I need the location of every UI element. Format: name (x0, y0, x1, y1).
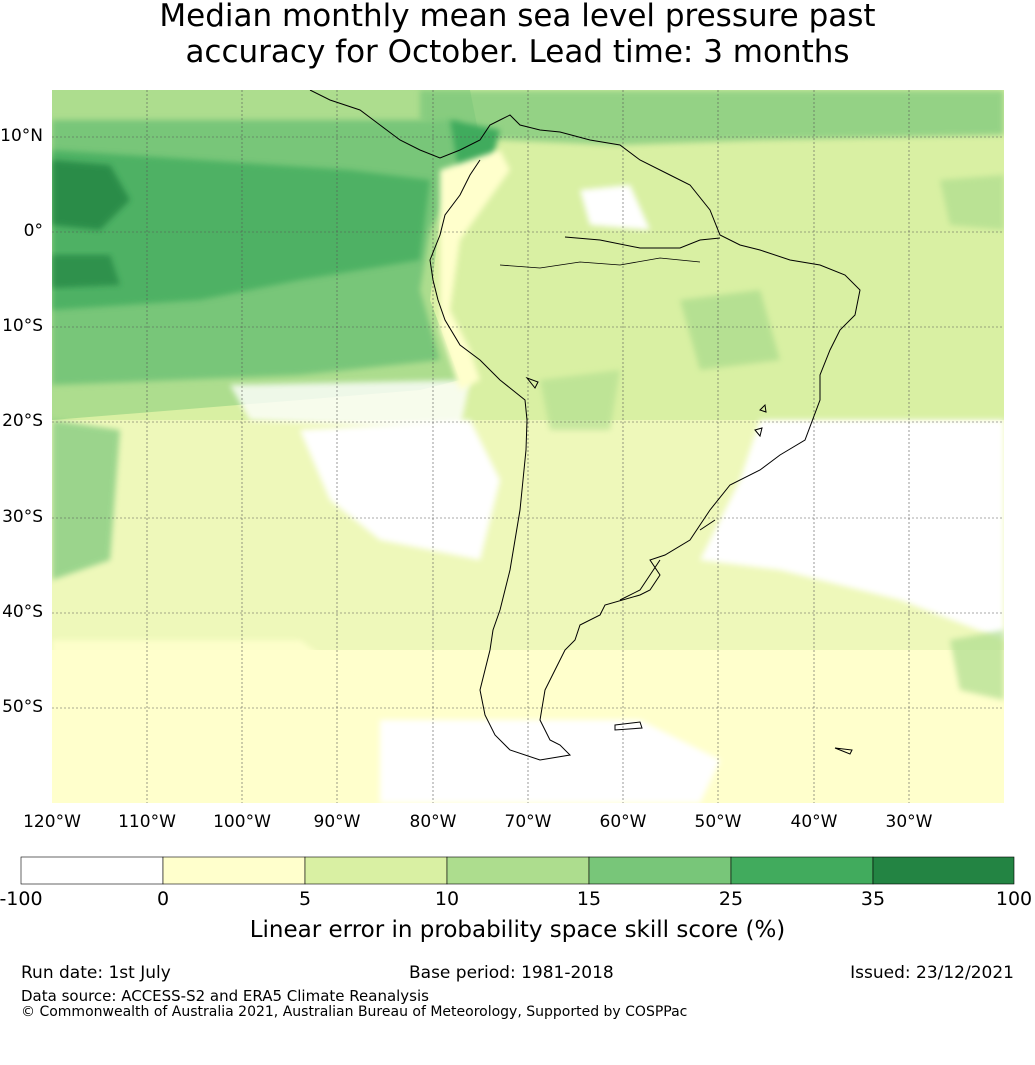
lon-label: 50°W (694, 812, 742, 832)
colorbar-segment (162, 856, 306, 885)
colorbar-segment (730, 856, 874, 885)
colorbar-tick-label: 0 (156, 888, 170, 910)
colorbar-tick-label: -100 (0, 888, 43, 910)
lat-label: 30°S (2, 507, 43, 527)
lat-label: 20°S (2, 411, 43, 431)
chart-title-line1: Median monthly mean sea level pressure p… (159, 0, 876, 34)
colorbar-tick-label: 100 (995, 888, 1033, 910)
base-period: Base period: 1981-2018 (409, 963, 614, 983)
lon-label: 60°W (599, 812, 647, 832)
data-source: Data source: ACCESS-S2 and ERA5 Climate … (21, 987, 429, 1005)
copyright: © Commonwealth of Australia 2021, Austra… (21, 1004, 688, 1020)
lon-label: 70°W (504, 812, 552, 832)
lat-label: 10°S (2, 316, 43, 336)
lat-label: 10°N (0, 126, 43, 146)
issued-date: Issued: 23/12/2021 (850, 963, 1014, 983)
lon-label: 30°W (885, 812, 933, 832)
graticule (52, 90, 1004, 803)
lon-label: 40°W (790, 812, 838, 832)
colorbar-tick-label: 25 (718, 888, 744, 910)
colorbar-segment (446, 856, 590, 885)
colorbar-tick-label: 35 (860, 888, 886, 910)
colorbar-segment (20, 856, 164, 885)
lon-label: 100°W (213, 812, 271, 832)
colorbar-tick-label: 5 (298, 888, 312, 910)
colorbar-segment (872, 856, 1015, 885)
lat-label: 40°S (2, 602, 43, 622)
lon-label: 80°W (409, 812, 457, 832)
colorbar-segment (304, 856, 448, 885)
lon-label: 120°W (23, 812, 81, 832)
colorbar-tick-label: 10 (434, 888, 460, 910)
colorbar (20, 856, 1015, 885)
lat-label: 50°S (2, 697, 43, 717)
coastline (309, 90, 861, 761)
lon-label: 110°W (118, 812, 176, 832)
chart-title-line2: accuracy for October. Lead time: 3 month… (185, 34, 850, 70)
run-date: Run date: 1st July (21, 963, 171, 983)
colorbar-segment (588, 856, 732, 885)
colorbar-label: Linear error in probability space skill … (249, 917, 786, 943)
colorbar-tick-label: 15 (576, 888, 602, 910)
lon-label: 90°W (313, 812, 361, 832)
lat-label: 0° (23, 221, 43, 241)
